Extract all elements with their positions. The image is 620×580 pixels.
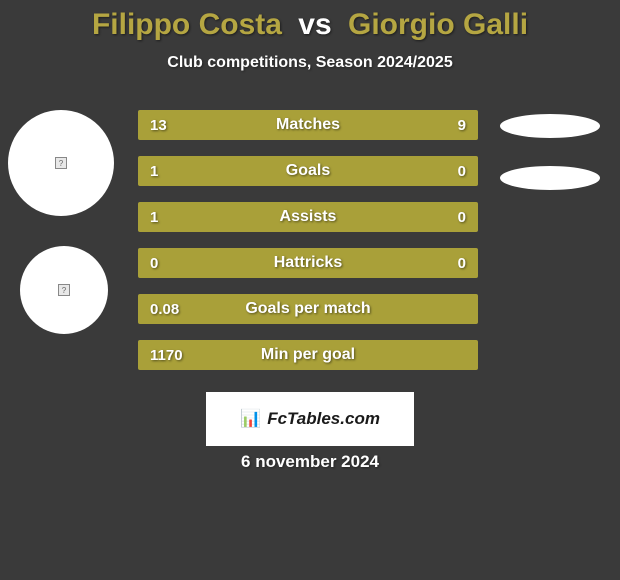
placeholder-image-icon: ? — [55, 157, 67, 169]
stat-right-value: 0 — [458, 202, 466, 232]
stat-bars: 13Matches91Goals01Assists00Hattricks00.0… — [138, 110, 478, 386]
branding-text: FcTables.com — [267, 409, 380, 429]
stat-row: 13Matches9 — [138, 110, 478, 140]
stat-row: 1170Min per goal — [138, 340, 478, 370]
avatar-right-top — [500, 114, 600, 138]
subtitle: Club competitions, Season 2024/2025 — [0, 54, 620, 72]
stat-row: 1Assists0 — [138, 202, 478, 232]
stat-label: Assists — [138, 202, 478, 232]
stat-label: Matches — [138, 110, 478, 140]
placeholder-image-icon: ? — [58, 284, 70, 296]
stat-row: 0Hattricks0 — [138, 248, 478, 278]
title-player1: Filippo Costa — [92, 8, 282, 41]
stat-label: Min per goal — [138, 340, 478, 370]
page-title: Filippo Costa vs Giorgio Galli — [0, 0, 620, 42]
stat-label: Goals per match — [138, 294, 478, 324]
stat-right-value: 0 — [458, 248, 466, 278]
avatar-left-top: ? — [8, 110, 114, 216]
branding-badge: 📊 FcTables.com — [206, 392, 414, 446]
stat-right-value: 9 — [458, 110, 466, 140]
title-vs: vs — [298, 8, 331, 41]
chart-icon: 📊 — [240, 409, 261, 429]
stat-label: Hattricks — [138, 248, 478, 278]
stat-row: 0.08Goals per match — [138, 294, 478, 324]
stat-right-value: 0 — [458, 156, 466, 186]
date-label: 6 november 2024 — [0, 452, 620, 472]
avatar-right-bottom — [500, 166, 600, 190]
stat-label: Goals — [138, 156, 478, 186]
title-player2: Giorgio Galli — [348, 8, 528, 41]
avatar-left-bottom: ? — [20, 246, 108, 334]
stat-row: 1Goals0 — [138, 156, 478, 186]
